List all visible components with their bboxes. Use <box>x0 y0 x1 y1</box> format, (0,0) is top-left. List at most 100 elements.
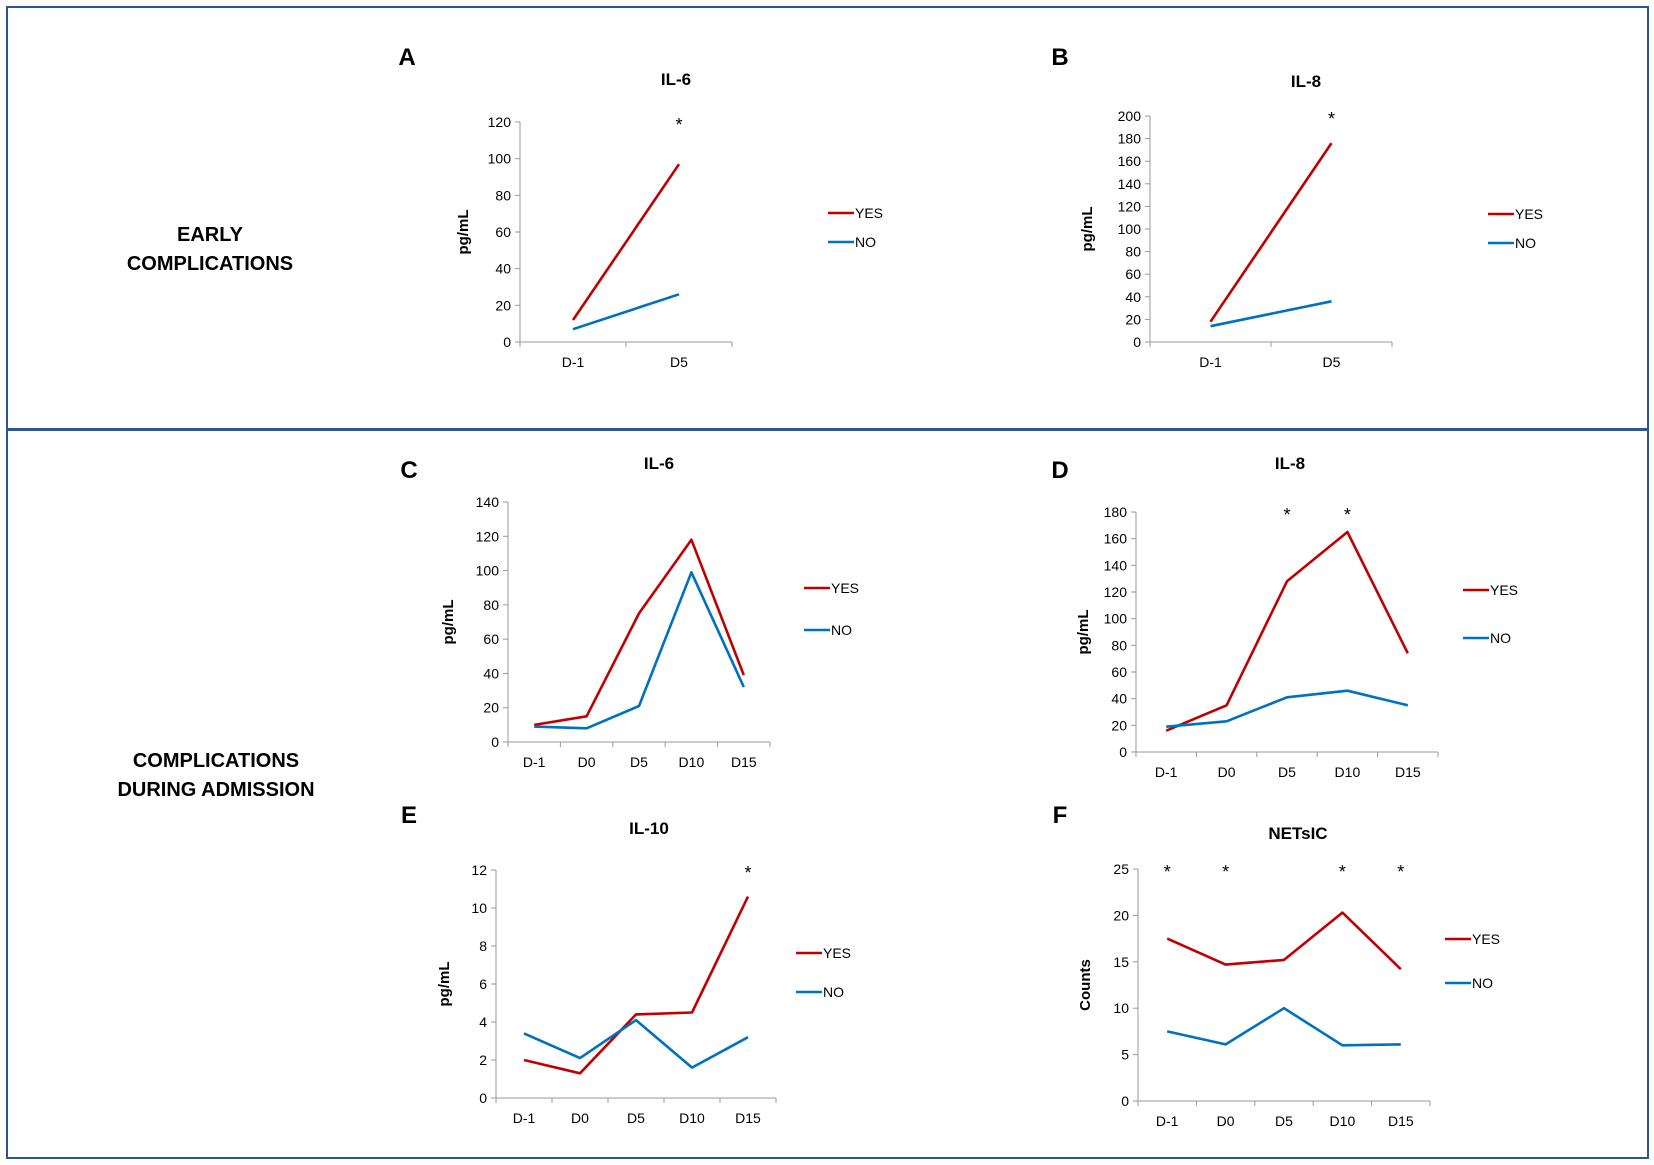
legend-label-yes: YES <box>831 580 859 596</box>
x-tick-label: D10 <box>1335 764 1361 780</box>
legend-label-no: NO <box>1490 630 1511 646</box>
x-tick-label: D0 <box>1217 1113 1235 1129</box>
x-tick-label: D15 <box>1395 764 1421 780</box>
y-tick-label: 0 <box>1121 1093 1129 1109</box>
admission-label-line-2: DURING ADMISSION <box>117 779 315 801</box>
admission-complications-section <box>6 429 1649 1159</box>
series-line-no <box>1210 300 1332 328</box>
series-line-yes <box>1165 530 1409 732</box>
y-axis-label: pg/mL <box>1079 207 1096 252</box>
y-tick-label: 80 <box>1111 637 1127 653</box>
x-tick-label: D0 <box>571 1110 589 1126</box>
early-complications-label: EARLY COMPLICATIONS <box>90 221 330 279</box>
series-line-yes <box>533 538 746 727</box>
panel-letter: C <box>400 457 417 484</box>
y-axis-label: pg/mL <box>440 600 457 645</box>
x-tick-label: D10 <box>1330 1113 1356 1129</box>
y-tick-label: 25 <box>1113 861 1129 877</box>
series-line-no <box>572 293 680 331</box>
y-tick-label: 60 <box>1111 664 1127 680</box>
x-tick-label: D-1 <box>523 754 546 770</box>
panel-letter: B <box>1051 44 1068 71</box>
significance-marker: * <box>675 115 682 135</box>
admission-label-line-1: COMPLICATIONS <box>132 750 300 772</box>
significance-marker: * <box>1222 862 1229 882</box>
chart-title: IL-8 <box>1275 454 1305 473</box>
admission-complications-label: COMPLICATIONS DURING ADMISSION <box>86 747 346 805</box>
y-tick-label: 0 <box>1119 744 1127 760</box>
y-tick-label: 200 <box>1118 108 1142 124</box>
y-tick-label: 60 <box>495 224 511 240</box>
panel-letter: A <box>398 44 415 71</box>
legend-label-no: NO <box>855 234 876 250</box>
y-tick-label: 6 <box>479 976 487 992</box>
legend-label-yes: YES <box>1515 206 1543 222</box>
series-line-no <box>523 1018 749 1069</box>
x-tick-label: D10 <box>679 754 705 770</box>
series-line-yes <box>1166 911 1402 971</box>
series-line-yes <box>1209 142 1333 323</box>
y-tick-label: 100 <box>488 151 512 167</box>
chart-title: IL-6 <box>661 70 691 89</box>
y-tick-label: 100 <box>1118 221 1142 237</box>
x-tick-label: D5 <box>1278 764 1296 780</box>
legend-label-yes: YES <box>1490 582 1518 598</box>
legend-label-yes: YES <box>1472 931 1500 947</box>
significance-marker: * <box>1164 862 1171 882</box>
y-tick-label: 0 <box>503 334 511 350</box>
y-tick-label: 0 <box>491 734 499 750</box>
y-tick-label: 8 <box>479 938 487 954</box>
chart-title: IL-6 <box>644 454 674 473</box>
x-tick-label: D15 <box>735 1110 761 1126</box>
y-tick-label: 10 <box>471 900 487 916</box>
x-tick-label: D-1 <box>1199 354 1222 370</box>
y-axis-label: pg/mL <box>455 210 472 255</box>
y-tick-label: 120 <box>488 114 512 130</box>
x-tick-label: D5 <box>670 354 688 370</box>
legend-label-no: NO <box>1472 975 1493 991</box>
y-tick-label: 160 <box>1118 153 1142 169</box>
y-tick-label: 140 <box>476 494 500 510</box>
x-tick-label: D15 <box>731 754 757 770</box>
early-label-line-2: COMPLICATIONS <box>126 253 294 275</box>
legend-label-no: NO <box>831 622 852 638</box>
y-tick-label: 60 <box>1125 266 1141 282</box>
x-tick-label: D-1 <box>1155 764 1178 780</box>
y-tick-label: 2 <box>479 1052 487 1068</box>
x-tick-label: D0 <box>1218 764 1236 780</box>
y-tick-label: 4 <box>479 1014 487 1030</box>
chart-title: IL-8 <box>1291 72 1321 91</box>
x-tick-label: D5 <box>630 754 648 770</box>
series-line-no <box>534 570 745 730</box>
series-line-yes <box>571 163 681 321</box>
y-tick-label: 80 <box>1125 244 1141 260</box>
panel-letter: F <box>1053 802 1068 829</box>
y-tick-label: 20 <box>495 297 511 313</box>
y-tick-label: 140 <box>1118 176 1142 192</box>
y-axis-label: pg/mL <box>436 962 453 1007</box>
panel-letter: D <box>1051 457 1068 484</box>
significance-marker: * <box>1397 862 1404 882</box>
y-tick-label: 40 <box>483 665 499 681</box>
x-tick-label: D-1 <box>562 354 585 370</box>
legend-label-yes: YES <box>855 205 883 221</box>
y-tick-label: 60 <box>483 631 499 647</box>
x-tick-label: D5 <box>1323 354 1341 370</box>
series-line-yes <box>523 896 750 1075</box>
y-tick-label: 0 <box>1133 334 1141 350</box>
legend-label-no: NO <box>823 984 844 1000</box>
y-tick-label: 20 <box>1111 717 1127 733</box>
y-tick-label: 12 <box>471 862 487 878</box>
x-tick-label: D15 <box>1388 1113 1414 1129</box>
y-tick-label: 10 <box>1113 1000 1129 1016</box>
y-tick-label: 180 <box>1118 131 1142 147</box>
y-tick-label: 80 <box>495 187 511 203</box>
y-tick-label: 100 <box>476 563 500 579</box>
y-tick-label: 40 <box>495 261 511 277</box>
y-tick-label: 180 <box>1104 504 1128 520</box>
series-line-no <box>1166 689 1409 728</box>
